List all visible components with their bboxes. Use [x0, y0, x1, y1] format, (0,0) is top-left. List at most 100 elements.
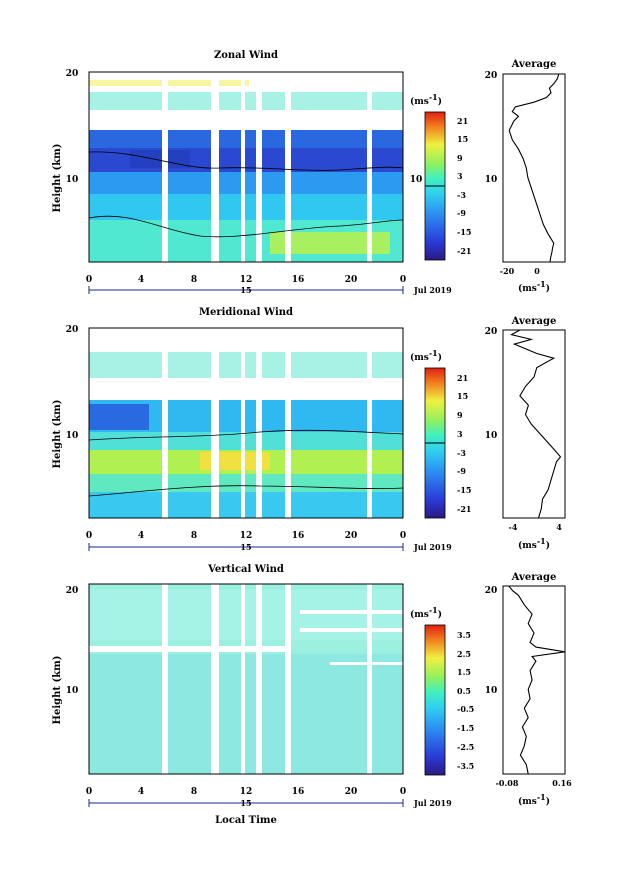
panel-meridional-wind: Meridional Wind Height (km) 20	[52, 307, 566, 552]
profile-title: Average	[511, 572, 557, 583]
x-tick-label: 20	[345, 275, 358, 285]
colorbar-ticks: 21 15 9 3 -3 -9 -15 -21	[457, 373, 471, 514]
colorbar: (ms-1) 3.5 2.5 1.5 0.5 -0.5 -1.5 -2.5 -3…	[410, 605, 474, 776]
colorbar-tick: 15	[457, 134, 468, 144]
y-tick-label: 10	[66, 686, 79, 696]
colorbar-tick: 21	[457, 116, 468, 126]
colorbar-tick: 9	[457, 410, 463, 420]
profile-title: Average	[511, 59, 557, 70]
heatmap-field	[88, 72, 404, 262]
colorbar-unit: (ms-1)	[410, 92, 442, 107]
y-tick-label: 10	[66, 431, 79, 441]
y-tick-labels: 20 10	[66, 325, 79, 441]
panel-vertical-wind: Vertical Wind Height (km) 20 10 0	[52, 564, 572, 826]
profile-line	[508, 73, 560, 263]
plot-frame: 20 10 0 4 8 12 16 20 0 15 Jul 2019 Local…	[66, 583, 452, 826]
y-axis-label: Height (km)	[52, 144, 63, 213]
x-tick-labels: 0 4 8 12 16 20 0	[86, 275, 406, 285]
y-tick-labels: 20 10	[66, 586, 79, 696]
heatmap-field	[88, 328, 404, 518]
x-tick-label: 20	[345, 531, 358, 541]
profile-y-tick: 20	[485, 586, 498, 596]
profile-x-tick: 0.16	[552, 778, 572, 788]
profile-unit: (ms-1)	[518, 279, 550, 294]
colorbar-tick: 0.5	[457, 686, 471, 696]
x-tick-label: 4	[138, 531, 144, 541]
y-tick-labels: 20 10 10	[66, 69, 423, 185]
colorbar-unit: (ms-1)	[410, 605, 442, 620]
colorbar-tick: -15	[457, 485, 471, 495]
x-tick-label: 16	[292, 275, 305, 285]
colorbar-tick: -1.5	[457, 723, 474, 733]
x-tick-labels: 0 4 8 12 16 20 0	[86, 531, 406, 541]
colorbar-tick: -3	[457, 448, 466, 458]
colorbar-tick: 2.5	[457, 649, 471, 659]
profile-unit: (ms-1)	[518, 792, 550, 807]
colorbar-tick: -9	[457, 208, 466, 218]
colorbar-tick: 3.5	[457, 630, 471, 640]
colorbar-tick: -2.5	[457, 742, 474, 752]
y-tick-label: 20	[66, 69, 79, 79]
date-marker: 15	[240, 542, 251, 552]
x-tick-label: 4	[138, 787, 144, 797]
colorbar-tick: -15	[457, 227, 471, 237]
profile-x-tick: -20	[500, 266, 515, 276]
profile-x-tick: 4	[556, 522, 562, 532]
colorbar-tick: 3	[457, 171, 463, 181]
date-label: Jul 2019	[413, 798, 452, 808]
colorbar-ticks: 21 15 9 3 -3 -9 -15 -21	[457, 116, 471, 256]
panel-zonal-wind: Zonal Wind Height (km) 2	[52, 50, 566, 295]
x-tick-label: 8	[191, 787, 197, 797]
x-tick-labels: 0 4 8 12 16 20 0	[86, 787, 406, 797]
x-tick-label: 0	[86, 275, 92, 285]
colorbar-tick: -0.5	[457, 704, 474, 714]
date-label: Jul 2019	[413, 542, 452, 552]
x-tick-label: 0	[400, 275, 406, 285]
x-tick-label: 0	[400, 531, 406, 541]
x-tick-label: 12	[240, 531, 253, 541]
colorbar-tick: -9	[457, 466, 466, 476]
x-tick-label: 20	[345, 787, 358, 797]
plot-frame: 20 10 10 0 4 8 12 16 20 0 15 Jul 2019	[66, 69, 452, 295]
plot-frame: 20 10 0 4 8 12 16 20 0 15 Jul 2019	[66, 325, 452, 552]
average-profile: Average 20 10 -4 4 (ms-1)	[485, 316, 566, 551]
colorbar-tick: 21	[457, 373, 468, 383]
y-axis-label: Height (km)	[52, 656, 63, 725]
chart-title: Zonal Wind	[214, 50, 278, 61]
profile-line	[508, 585, 566, 775]
heatmap-field	[89, 584, 403, 774]
colorbar-tick: 15	[457, 391, 468, 401]
x-tick-label: 0	[400, 787, 406, 797]
y-tick-label-right: 10	[410, 175, 423, 185]
profile-x-tick: -4	[509, 522, 518, 532]
x-tick-label: 16	[292, 787, 305, 797]
profile-line	[510, 329, 562, 519]
chart-title: Vertical Wind	[207, 564, 284, 575]
profile-y-tick: 10	[485, 431, 498, 441]
colorbar: (ms-1) 21 15 9 3 -3 -9 -15 -21	[410, 348, 471, 519]
colorbar-tick: -21	[457, 504, 471, 514]
date-bar: 15 Jul 2019	[88, 285, 452, 295]
profile-x-tick: -0.08	[496, 778, 519, 788]
colorbar-tick: 1.5	[457, 667, 471, 677]
x-tick-label: 12	[240, 275, 253, 285]
x-tick-label: 8	[191, 275, 197, 285]
average-profile: Average 20 10 -20 0 (ms-1)	[485, 59, 566, 294]
y-axis-label: Height (km)	[52, 400, 63, 469]
date-bar: 15 Jul 2019	[88, 542, 452, 552]
average-profile: Average 20 10 -0.08 0.16 (ms-1)	[485, 572, 572, 807]
profile-y-tick: 10	[485, 686, 498, 696]
x-tick-label: 12	[240, 787, 253, 797]
profile-x-tick: 0	[534, 266, 540, 276]
x-tick-label: 0	[86, 787, 92, 797]
colorbar-tick: -21	[457, 246, 471, 256]
x-tick-label: 4	[138, 275, 144, 285]
profile-y-tick: 20	[485, 327, 498, 337]
colorbar-tick: 9	[457, 153, 463, 163]
x-tick-label: 16	[292, 531, 305, 541]
profile-title: Average	[511, 316, 557, 327]
colorbar-unit: (ms-1)	[410, 348, 442, 363]
chart-title: Meridional Wind	[199, 307, 293, 318]
date-marker: 15	[240, 285, 251, 295]
